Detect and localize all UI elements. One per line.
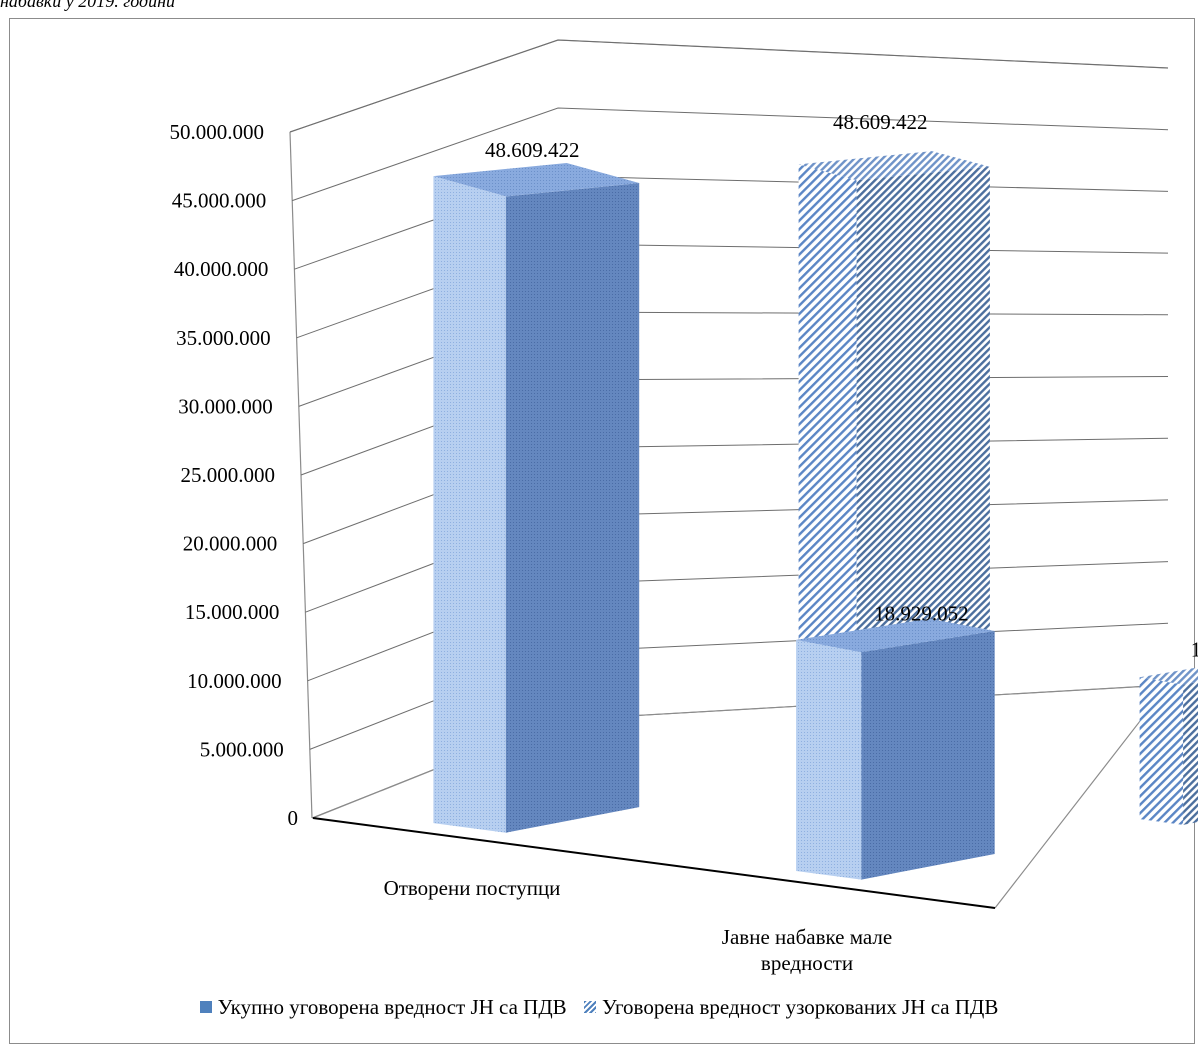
data-label: 12.274.500 xyxy=(1191,638,1198,662)
y-tick-label: 40.000.000 xyxy=(174,257,269,281)
y-tick-label: 45.000.000 xyxy=(172,189,267,213)
chart-caption: набавки у 2019. години xyxy=(0,0,176,11)
bar-front-face xyxy=(1139,677,1184,825)
wall-top-edge xyxy=(289,39,1169,133)
gridline-7 xyxy=(296,243,1169,339)
x-tick-label: Отворени поступци xyxy=(384,876,561,900)
y-tick-label: 15.000.000 xyxy=(185,600,280,624)
gridline-4 xyxy=(303,437,1169,545)
bar-series-1-category-1 xyxy=(433,163,640,833)
bar-front-face xyxy=(798,164,857,782)
bar-front-face xyxy=(796,639,862,880)
y-tick-label: 20.000.000 xyxy=(183,532,278,556)
data-label: 18.929.052 xyxy=(874,602,969,626)
y-tick-label: 25.000.000 xyxy=(181,463,276,487)
legend-label-series-1: Укупно уговорена вредност ЈН са ПДВ xyxy=(217,994,567,1019)
x-axis-labels: Отворени поступци Јавне набавке малевредн… xyxy=(384,876,893,975)
bar-side-face xyxy=(861,631,995,880)
chart-legend: Укупно уговорена вредност ЈН са ПДВ Угов… xyxy=(0,993,1198,1020)
bar-series-1-category-2 xyxy=(796,618,995,880)
bar-top-face xyxy=(1139,667,1198,685)
gridline-9 xyxy=(292,107,1169,202)
bar-side-face xyxy=(1183,682,1198,825)
y-tick-label: 35.000.000 xyxy=(176,326,271,350)
bar-top-face xyxy=(796,618,995,653)
legend-swatch-hatched xyxy=(583,1000,596,1013)
y-tick-label: 0 xyxy=(288,806,299,830)
data-label: 48.609.422 xyxy=(485,138,580,162)
legend-swatch-solid xyxy=(199,1000,212,1013)
gridline-10 xyxy=(289,39,1169,133)
chart-walls xyxy=(289,39,1170,909)
y-axis-ticks: 0 5.000.000 10.000.000 15.000.000 20.000.000… xyxy=(170,120,299,830)
bar-front-face xyxy=(433,176,506,833)
y-tick-label: 30.000.000 xyxy=(178,394,273,418)
y-tick-label: 50.000.000 xyxy=(170,120,265,144)
legend-label-series-2: Уговорена вредност узоркованих ЈН са ПДВ xyxy=(601,994,999,1019)
legend-item-series-1: Укупно уговорена вредност ЈН са ПДВ xyxy=(199,994,567,1020)
gridline-5 xyxy=(300,376,1169,476)
bar-series-2-category-2 xyxy=(1139,667,1198,825)
gridline-6 xyxy=(298,311,1169,407)
data-label: 48.609.422 xyxy=(833,110,928,134)
data-labels: 48.609.422 12.274.500 48.609.422 18.929.052 xyxy=(485,110,1198,662)
bar-side-face xyxy=(505,183,640,833)
gridline-8 xyxy=(294,175,1169,270)
x-axis-line xyxy=(312,817,996,909)
chart-bars xyxy=(433,151,1198,880)
y-tick-label: 10.000.000 xyxy=(187,669,282,693)
y-tick-label: 5.000.000 xyxy=(200,737,284,761)
bar-top-face xyxy=(798,151,990,181)
legend-item-series-2: Уговорена вредност узоркованих ЈН са ПДВ xyxy=(583,994,999,1020)
x-tick-label: вредности xyxy=(761,951,853,975)
bar-top-face xyxy=(433,163,640,197)
x-tick-label: Јавне набавке мале xyxy=(722,925,892,949)
